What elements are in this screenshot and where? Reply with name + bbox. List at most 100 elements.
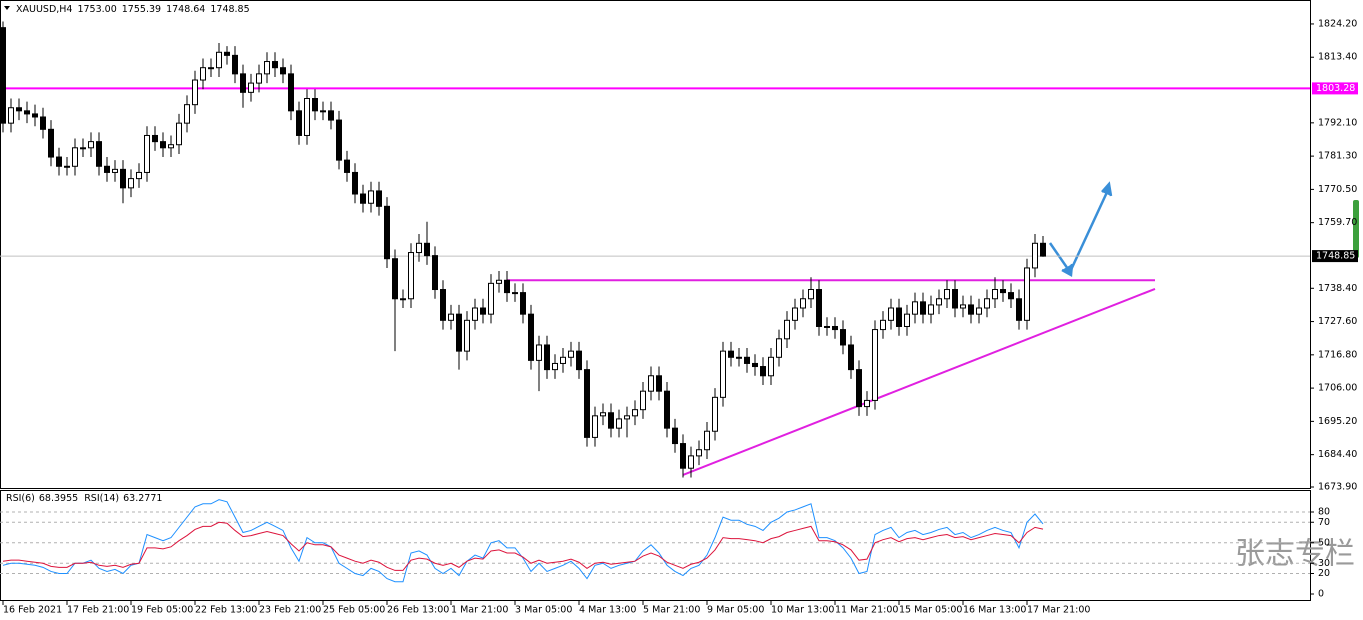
x-tick-label: 1 Mar 21:00 — [451, 605, 508, 616]
scrollbar[interactable] — [1353, 200, 1359, 258]
y-tick-label: 1706.00 — [1318, 383, 1357, 394]
candle-body — [768, 356, 774, 377]
candle-body — [368, 190, 374, 204]
y-tick-label: 70 — [1318, 517, 1330, 528]
candle-body — [64, 165, 70, 168]
candle-body — [312, 98, 318, 112]
candle-body — [568, 350, 574, 358]
level-label: 1803.28 — [1316, 83, 1355, 94]
y-tick-label: 80 — [1318, 507, 1330, 518]
candle-body — [216, 51, 222, 69]
candle-body — [288, 73, 294, 112]
trendline — [682, 287, 1156, 476]
watermark: 张志专栏 — [1235, 537, 1355, 572]
candle-body — [400, 298, 406, 301]
legend-value: 63.2771 — [123, 493, 162, 504]
candle-body — [416, 242, 422, 254]
candle-body — [1040, 242, 1046, 257]
candle-body — [1024, 267, 1030, 321]
candle-body — [480, 307, 486, 315]
current-price-tag — [1312, 250, 1358, 263]
candle-body — [640, 390, 646, 411]
candle-body — [952, 289, 958, 309]
chart-header: XAUUSD,H4 1753.00 1755.39 1748.64 1748.85 — [16, 4, 250, 15]
candle-body — [864, 399, 870, 408]
rsi-panel-frame — [0, 490, 1311, 601]
candle-body — [328, 110, 334, 121]
candle-body — [144, 134, 150, 173]
y-tick-label: 20 — [1318, 568, 1330, 579]
candle-body — [456, 313, 462, 352]
candle-body — [16, 107, 22, 112]
candle-body — [992, 289, 998, 300]
candle-body — [424, 242, 430, 257]
candle-body — [520, 292, 526, 315]
rsi-header: RSI(6) 68.3955 RSI(14) 63.2771 — [6, 493, 162, 504]
candle-body — [280, 67, 286, 75]
candle-body — [720, 350, 726, 398]
menu-triangle[interactable] — [4, 6, 10, 10]
candle-body — [272, 61, 278, 69]
candle-body — [408, 252, 414, 300]
header-value: 1748.64 — [166, 4, 205, 15]
legend-value: 68.3955 — [39, 493, 78, 504]
candle-body — [808, 289, 814, 300]
x-tick-label: 10 Mar 13:00 — [771, 605, 834, 616]
x-tick-label: 17 Feb 21:00 — [67, 605, 129, 616]
candle-body — [824, 325, 830, 328]
candle-body — [816, 289, 822, 327]
candle-body — [352, 171, 358, 195]
candle-body — [136, 171, 142, 180]
x-tick-label: 17 Mar 21:00 — [1027, 605, 1090, 616]
candle-body — [0, 27, 6, 124]
candle-body — [712, 396, 718, 432]
candle-body — [912, 301, 918, 315]
candle-body — [968, 304, 974, 315]
candle-body — [984, 298, 990, 309]
y-tick-label: 1727.60 — [1318, 316, 1357, 327]
candle-body — [800, 298, 806, 309]
candle-body — [1016, 298, 1022, 321]
candle-body — [888, 307, 894, 321]
candle-body — [1032, 242, 1038, 269]
candle-body — [152, 134, 158, 143]
candle-body — [336, 119, 342, 161]
candle-body — [600, 412, 606, 417]
candle-body — [552, 362, 558, 371]
candle-body — [48, 128, 54, 158]
header-value: 1748.85 — [210, 4, 249, 15]
candle-body — [104, 165, 110, 173]
candle-body — [920, 301, 926, 315]
candle-body — [112, 168, 118, 173]
x-tick-label: 22 Feb 13:00 — [195, 605, 257, 616]
candle-body — [936, 298, 942, 306]
y-tick-label: 50 — [1318, 537, 1330, 548]
y-tick-label: 1759.70 — [1318, 217, 1357, 228]
candle-body — [160, 141, 166, 149]
candle-body — [856, 369, 862, 408]
symbol: XAUUSD,H4 — [16, 4, 72, 15]
candle-body — [168, 144, 174, 149]
candle-body — [760, 366, 766, 377]
candle-body — [592, 415, 598, 438]
candle-body — [464, 319, 470, 352]
candle-body — [232, 54, 238, 75]
y-tick-label: 1738.40 — [1318, 283, 1357, 294]
y-tick-label: 1781.30 — [1318, 151, 1357, 162]
candle-body — [56, 156, 62, 167]
y-tick-label: 1695.20 — [1318, 416, 1357, 427]
candle-body — [688, 455, 694, 469]
candle-body — [224, 51, 230, 56]
y-tick-label: 1716.80 — [1318, 349, 1357, 360]
candle-body — [736, 356, 742, 359]
x-tick-label: 9 Mar 05:00 — [707, 605, 764, 616]
x-tick-label: 16 Mar 13:00 — [963, 605, 1026, 616]
candle-body — [88, 141, 94, 149]
x-tick-label: 23 Feb 21:00 — [259, 605, 321, 616]
candle-body — [72, 147, 78, 167]
y-tick-label: 1770.50 — [1318, 184, 1357, 195]
candle-body — [120, 168, 126, 189]
candle-body — [784, 319, 790, 340]
candle-body — [512, 292, 518, 295]
